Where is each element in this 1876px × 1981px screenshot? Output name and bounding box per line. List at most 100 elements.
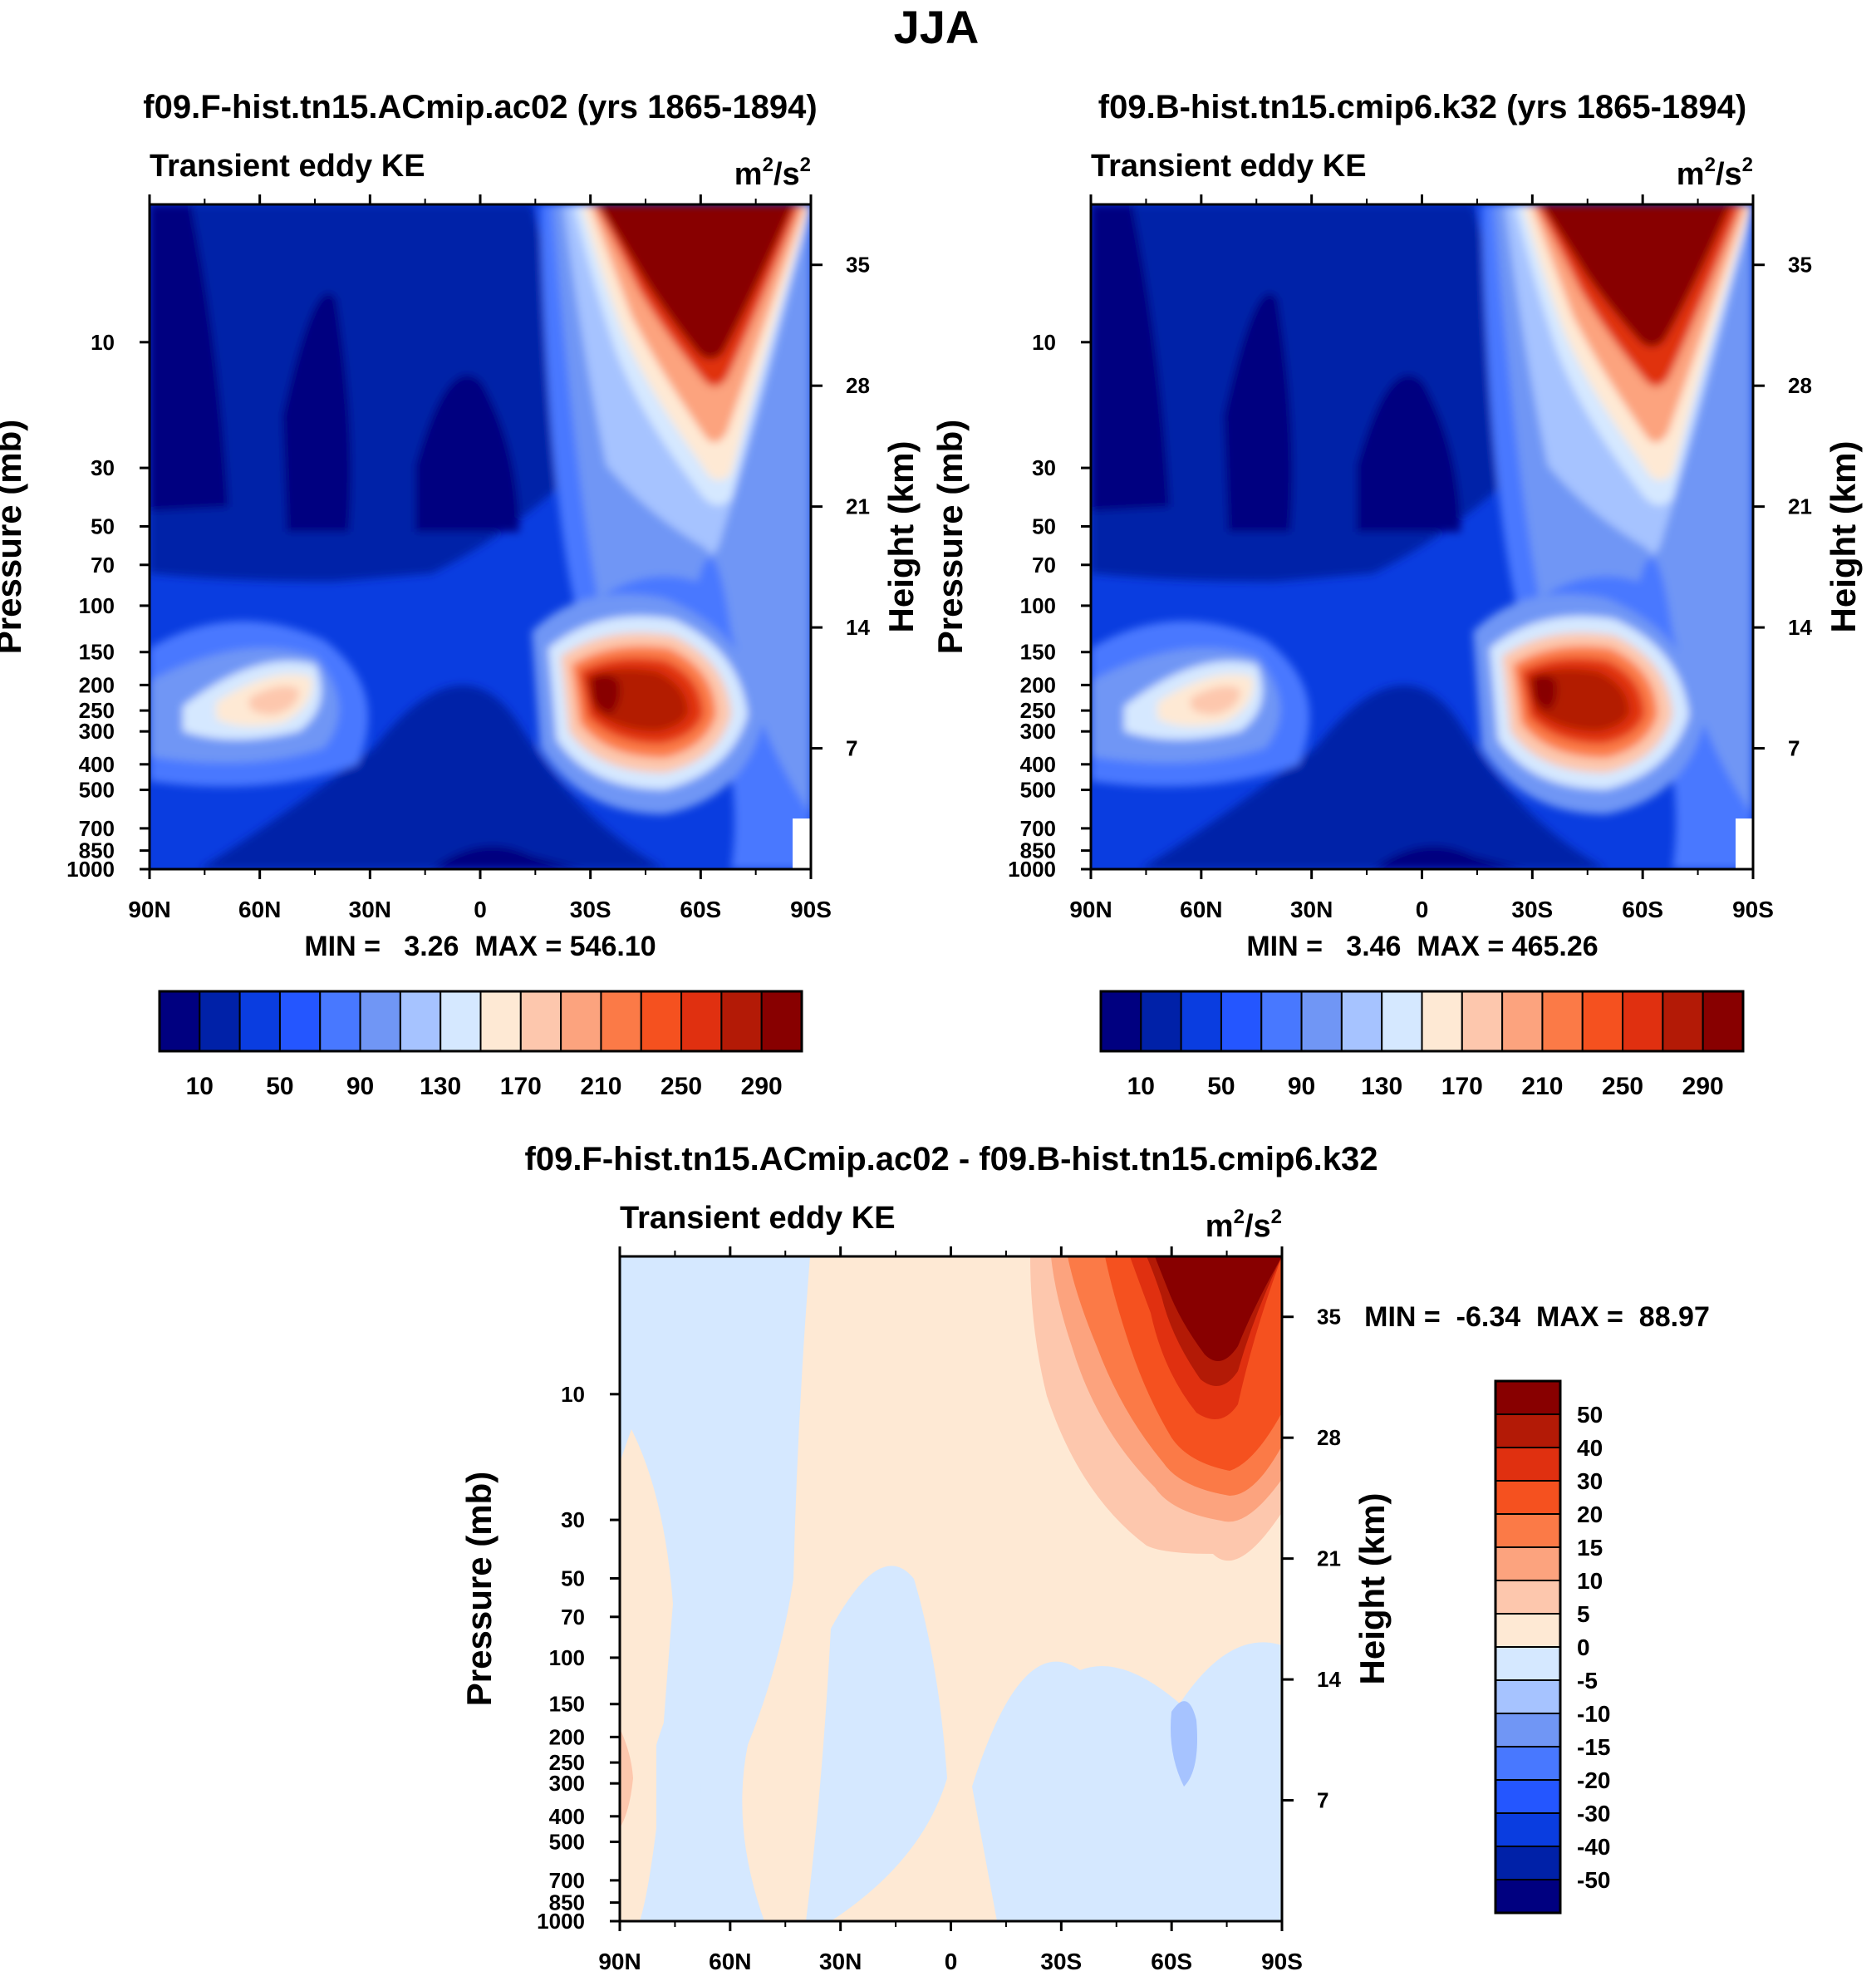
panel-2-min-max: MIN = 3.46 MAX = 465.26 (1246, 931, 1598, 962)
y-tick-label: 10 (1032, 330, 1056, 355)
y-tick-label: 700 (1020, 816, 1056, 841)
colorbar-label: 210 (1521, 1073, 1563, 1100)
x-tick-label: 60S (680, 897, 721, 922)
y-tick-label: 850 (79, 838, 115, 863)
colorbar-swatch (560, 990, 602, 1052)
x-tick-label: 60S (1151, 1949, 1192, 1974)
y-tick-label: 300 (549, 1771, 585, 1796)
y-tick-label: 400 (79, 752, 115, 777)
y-right-tick-label: 7 (1317, 1788, 1328, 1813)
x-tick-label: 60N (709, 1949, 751, 1974)
colorbar-swatch (319, 990, 361, 1052)
panel-3-axes: 90N 60N 30N 0 30S 60S 90S103050701001502002503… (459, 1246, 1392, 1974)
colorbar-swatch (399, 990, 442, 1052)
x-tick-label: 0 (474, 897, 487, 922)
y-tick-label: 50 (1032, 514, 1056, 538)
colorbar-label: -5 (1577, 1668, 1598, 1693)
colorbar-swatch (1140, 990, 1182, 1052)
y-tick-label: 250 (1020, 698, 1056, 723)
x-tick-label: 90S (1732, 897, 1774, 922)
missing-data-corner (793, 818, 811, 869)
y-tick-label: 500 (549, 1830, 585, 1855)
colorbar-label: 20 (1577, 1502, 1603, 1527)
x-tick-label: 30N (1290, 897, 1333, 922)
y-tick-label: 70 (561, 1605, 585, 1630)
colorbar-swatch (359, 990, 401, 1052)
x-tick-label: 60N (1180, 897, 1222, 922)
field-band-neg-sh-lower (972, 1642, 1282, 1921)
colorbar-label: 210 (580, 1073, 621, 1100)
y-tick-label: 250 (549, 1750, 585, 1775)
field-band-sh-plume-8 (1541, 204, 1731, 347)
y-tick-label: 1000 (66, 857, 115, 882)
y-tick-label: 100 (1020, 593, 1056, 618)
colorbar-swatch (199, 990, 241, 1052)
colorbar-label: -30 (1577, 1801, 1610, 1826)
colorbar-label: 90 (346, 1073, 374, 1100)
colorbar-label: 0 (1577, 1634, 1590, 1660)
y-right-tick-label: 35 (846, 253, 870, 278)
panel-1-units: m2/s2 (734, 154, 811, 192)
panel-3-units: m2/s2 (1206, 1206, 1282, 1244)
colorbar-label: -40 (1577, 1834, 1610, 1860)
colorbar-swatch (238, 990, 281, 1052)
colorbar-swatch (1495, 1746, 1561, 1781)
y-right-tick-label: 21 (1317, 1546, 1341, 1571)
y-tick-label: 150 (549, 1692, 585, 1717)
y-tick-label: 200 (1020, 672, 1056, 697)
x-tick-label: 30S (1040, 1949, 1082, 1974)
panel-3-subtitle: Transient eddy KE (620, 1201, 896, 1236)
y-right-axis-title: Height (km) (1824, 441, 1863, 633)
colorbar-label: 50 (266, 1073, 293, 1100)
y-axis-title: Pressure (mb) (459, 1472, 498, 1706)
colorbar-label: -10 (1577, 1701, 1610, 1727)
y-tick-label: 400 (1020, 752, 1056, 777)
colorbar-swatch (1495, 1779, 1561, 1814)
field-band-neg-30n (806, 1566, 947, 1921)
colorbar-label: 130 (1361, 1073, 1402, 1100)
colorbar-label: 40 (1577, 1435, 1603, 1461)
panel-1-subtitle: Transient eddy KE (150, 149, 425, 184)
colorbar-swatch (1340, 990, 1383, 1052)
field-band-trop-darkest (432, 846, 582, 869)
y-tick-label: 1000 (537, 1909, 585, 1934)
panel-2-contour-field (1091, 204, 1753, 869)
colorbar-frame (1494, 1379, 1562, 1915)
colorbar-label: -15 (1577, 1734, 1610, 1760)
page-title: JJA (894, 1, 980, 53)
x-tick-label: 0 (1416, 897, 1429, 922)
y-tick-label: 300 (1020, 719, 1056, 744)
y-right-tick-label: 14 (1317, 1667, 1341, 1692)
colorbar-swatch (278, 990, 322, 1052)
y-tick-label: 300 (79, 719, 115, 744)
colorbar-swatch (519, 990, 562, 1052)
colorbar-label: 290 (741, 1073, 783, 1100)
colorbar-swatch (1495, 1480, 1561, 1515)
panel-2-title: f09.B-hist.tn15.cmip6.k32 (yrs 1865-1894… (1098, 89, 1746, 125)
field-band-darkest-60n (282, 292, 351, 532)
y-tick-label: 50 (561, 1566, 585, 1590)
y-right-tick-label: 28 (1317, 1425, 1341, 1450)
field-band-trop-darkest (1373, 846, 1523, 869)
colorbar-swatch (1501, 990, 1544, 1052)
panel-1-title: f09.F-hist.tn15.ACmip.ac02 (yrs 1865-189… (143, 89, 817, 125)
colorbar-swatch (1495, 1879, 1561, 1914)
y-tick-label: 30 (1032, 455, 1056, 480)
colorbar-swatch (1381, 990, 1423, 1052)
colorbar-swatch (1260, 990, 1303, 1052)
x-tick-label: 60S (1622, 897, 1663, 922)
y-axis-title: Pressure (mb) (931, 420, 970, 654)
colorbar-frame (158, 990, 803, 1053)
colorbar-swatch (1220, 990, 1263, 1052)
field-band-trop-dark (1141, 685, 1606, 869)
x-tick-label: 30S (1511, 897, 1553, 922)
panel-1-min-max: MIN = 3.26 MAX = 546.10 (304, 931, 656, 962)
y-tick-label: 150 (1020, 640, 1056, 665)
field-band-jet-nh-peak (1191, 686, 1240, 715)
y-right-axis-title: Height (km) (1353, 1493, 1392, 1685)
field-band-darkest-pole (150, 204, 228, 511)
y-axis-title: Pressure (mb) (0, 420, 28, 654)
colorbar-swatch (1662, 990, 1704, 1052)
colorbar-swatch (760, 990, 803, 1052)
